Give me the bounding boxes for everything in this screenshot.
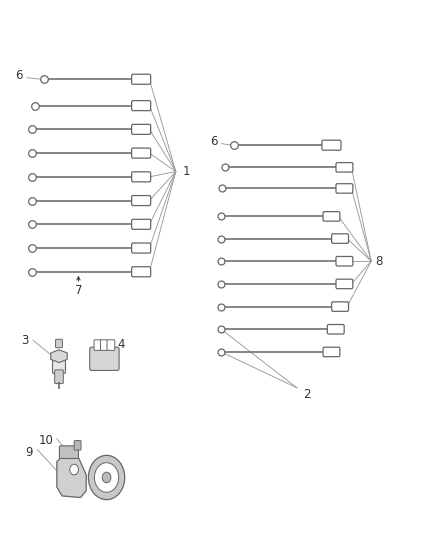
FancyBboxPatch shape [53, 354, 66, 374]
FancyBboxPatch shape [332, 302, 349, 311]
FancyBboxPatch shape [336, 279, 353, 289]
FancyBboxPatch shape [132, 266, 151, 277]
Circle shape [88, 455, 125, 499]
Text: 6: 6 [210, 135, 218, 148]
Text: 7: 7 [75, 284, 82, 297]
Polygon shape [51, 350, 67, 362]
Circle shape [102, 472, 111, 483]
FancyBboxPatch shape [323, 347, 340, 357]
FancyBboxPatch shape [336, 184, 353, 193]
FancyBboxPatch shape [322, 140, 341, 150]
FancyBboxPatch shape [107, 340, 115, 350]
FancyBboxPatch shape [327, 325, 344, 334]
Text: 10: 10 [39, 434, 53, 447]
FancyBboxPatch shape [336, 163, 353, 172]
FancyBboxPatch shape [132, 148, 151, 158]
FancyBboxPatch shape [132, 101, 151, 111]
FancyBboxPatch shape [336, 256, 353, 266]
Text: 6: 6 [15, 69, 23, 82]
Polygon shape [57, 448, 86, 497]
Text: 2: 2 [304, 387, 311, 401]
FancyBboxPatch shape [55, 370, 64, 384]
FancyBboxPatch shape [132, 74, 151, 84]
FancyBboxPatch shape [74, 441, 81, 450]
FancyBboxPatch shape [132, 196, 151, 206]
FancyBboxPatch shape [100, 340, 108, 350]
Text: 1: 1 [182, 165, 190, 178]
FancyBboxPatch shape [132, 243, 151, 253]
FancyBboxPatch shape [132, 172, 151, 182]
FancyBboxPatch shape [94, 340, 102, 350]
FancyBboxPatch shape [132, 219, 151, 229]
Text: 4: 4 [117, 338, 125, 351]
FancyBboxPatch shape [323, 212, 340, 221]
Circle shape [70, 464, 78, 475]
FancyBboxPatch shape [90, 347, 119, 370]
FancyBboxPatch shape [332, 234, 349, 243]
FancyBboxPatch shape [132, 124, 151, 134]
FancyBboxPatch shape [60, 446, 78, 458]
FancyBboxPatch shape [56, 340, 63, 348]
Text: 9: 9 [25, 446, 32, 459]
Circle shape [95, 463, 119, 492]
Text: 8: 8 [375, 255, 383, 268]
Text: 3: 3 [21, 334, 28, 347]
